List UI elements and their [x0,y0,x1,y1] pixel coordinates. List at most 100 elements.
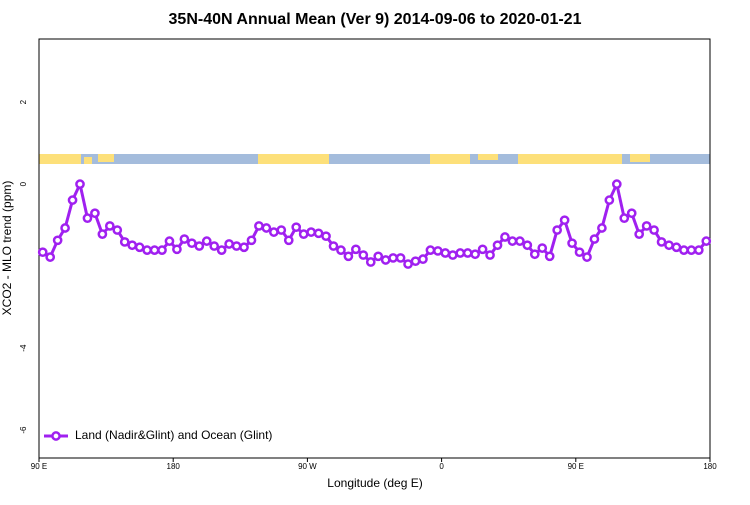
data-point [306,227,316,237]
data-point [656,237,667,247]
data-point [186,238,197,249]
data-point [440,248,451,258]
data-point [500,232,510,242]
y-tick-label: -4 [19,344,28,352]
data-point [149,245,160,255]
data-point [142,245,152,255]
data-point [410,256,421,267]
x-axis-title: Longitude (deg E) [327,476,422,490]
land-ocean-strip [39,154,710,164]
plot-frame [38,38,711,459]
data-point [418,254,428,265]
data-point [470,249,480,260]
data-point [313,228,324,239]
legend-marker [51,431,61,441]
data-point [127,240,138,251]
data-point [611,179,622,189]
y-axis-title: XCO2 - MLO trend (ppm) [0,181,14,316]
data-point [269,227,279,237]
data-point [239,242,249,253]
data-point [671,242,682,253]
data-point [373,251,384,262]
data-point [641,221,652,231]
data-point [679,245,689,255]
data-point [686,245,697,255]
data-point [552,225,563,235]
data-point [567,238,577,249]
data-point [37,247,48,258]
data-point [60,223,70,233]
data-point [597,223,607,233]
chart-title: 35N-40N Annual Mean (Ver 9) 2014-09-06 t… [169,11,582,28]
data-point [425,245,436,255]
data-point [134,242,145,253]
data-point [365,257,376,267]
data-point [276,225,287,235]
data-point [455,248,466,258]
data-point [537,243,548,253]
data-point [343,251,354,262]
data-point [395,253,406,263]
y-tick-label: -6 [19,426,28,434]
data-point [82,213,93,224]
data-point [447,250,458,260]
data-point [291,222,302,233]
data-point [559,215,570,226]
data-point [119,237,130,247]
data-point [97,229,108,240]
data-point [90,208,100,219]
data-point [45,252,56,262]
data-point [693,245,704,255]
data-point [321,231,331,242]
x-tick-label: 90 W [298,462,317,471]
x-tick-label: 180 [167,462,181,471]
data-point [388,253,398,263]
data-point [216,245,227,255]
y-tick-label: 0 [19,181,28,186]
data-point [75,179,85,189]
data-point [529,249,540,260]
data-point [112,225,123,235]
data-point [231,241,242,251]
data-point [67,195,78,205]
data-point [701,236,712,246]
data-point [604,195,615,205]
data-point [358,250,369,260]
data-point [336,245,346,255]
data-point [209,241,220,251]
x-tick-label: 0 [439,462,444,471]
data-point [157,245,167,255]
data-point [351,244,361,255]
x-tick-label: 180 [703,462,717,471]
data-point [477,244,488,255]
data-point [298,229,309,240]
data-point [194,241,205,251]
data-point [224,239,234,249]
data-point [164,236,175,246]
data-point [649,225,659,235]
data-point [582,252,592,262]
data-point [201,236,212,246]
data-point [328,241,339,251]
data-point [179,234,190,244]
data-point [515,236,525,246]
data-point [589,234,600,244]
data-point [626,208,637,219]
data-point [492,240,503,251]
data-point [485,250,495,260]
data-point [380,255,391,265]
data-point [254,221,264,231]
data-point [172,244,182,255]
x-tick-label: 90 E [568,462,584,471]
data-point [574,247,585,258]
data-point [261,223,272,233]
data-point [522,240,533,251]
y-tick-label: 2 [19,99,28,104]
data-point [283,235,294,246]
data-point [403,259,413,269]
data-point [634,229,645,240]
x-tick-label: 90 E [31,462,47,471]
data-point [104,221,115,231]
data-point [544,251,555,262]
